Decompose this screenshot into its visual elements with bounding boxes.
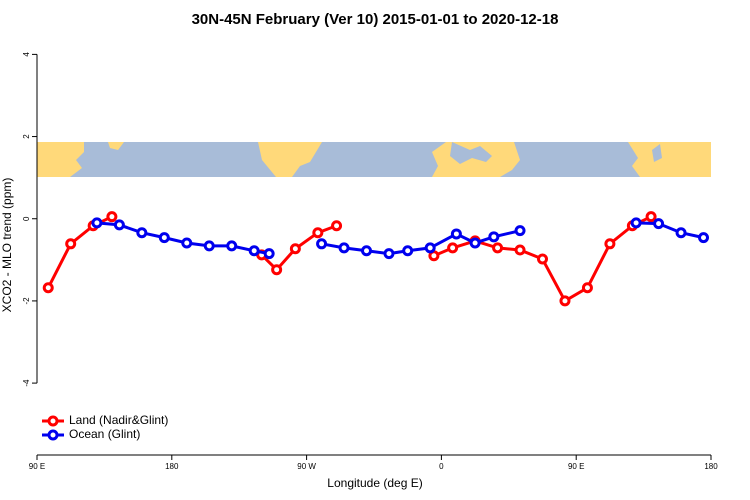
data-point (289, 243, 301, 255)
data-point (645, 211, 657, 223)
legend-marker (47, 415, 59, 427)
data-point (488, 231, 500, 243)
data-point (113, 219, 125, 231)
data-point (226, 240, 238, 252)
data-point (248, 245, 260, 257)
data-point (514, 225, 526, 237)
data-point (698, 232, 710, 244)
map-band (37, 142, 711, 177)
y-tick-label: 4 (22, 52, 31, 57)
y-tick-label: -2 (22, 297, 31, 305)
data-point (402, 245, 414, 257)
data-point (331, 220, 343, 232)
data-point (653, 218, 665, 230)
data-point (271, 264, 283, 276)
data-point (181, 237, 193, 249)
legend-marker (47, 429, 59, 441)
data-point (65, 238, 77, 250)
data-point (559, 295, 571, 307)
data-point (424, 242, 436, 254)
y-tick-label: 2 (22, 134, 31, 139)
data-point (203, 240, 215, 252)
data-point (492, 242, 504, 254)
data-point (158, 232, 170, 244)
x-tick-label: 180 (704, 462, 718, 471)
data-point (450, 228, 462, 240)
data-point (604, 238, 616, 250)
y-tick-label: 0 (22, 216, 31, 221)
data-point (383, 248, 395, 260)
chart-title: 30N-45N February (Ver 10) 2015-01-01 to … (192, 11, 559, 28)
data-point (91, 217, 103, 229)
data-point (136, 227, 148, 239)
data-point (581, 282, 593, 294)
data-point (630, 217, 642, 229)
x-tick-label: 0 (439, 462, 444, 471)
x-tick-label: 90 E (29, 462, 45, 471)
data-point (263, 248, 275, 260)
data-point (675, 227, 687, 239)
y-tick-label: -4 (22, 379, 31, 387)
y-axis-label: XCO2 - MLO trend (ppm) (0, 178, 14, 313)
data-point (316, 238, 328, 250)
x-tick-label: 90 W (297, 462, 316, 471)
data-point (106, 211, 118, 223)
legend-label: Ocean (Glint) (69, 427, 140, 441)
data-point (537, 253, 548, 265)
x-tick-label: 180 (165, 462, 179, 471)
data-point (42, 282, 54, 294)
data-point (361, 245, 373, 257)
data-point (338, 242, 350, 254)
x-tick-label: 90 E (568, 462, 584, 471)
legend-label: Land (Nadir&Glint) (69, 413, 168, 427)
data-point (312, 227, 324, 239)
data-point (469, 237, 481, 249)
x-axis-label: Longitude (deg E) (327, 476, 422, 490)
data-point (514, 244, 526, 256)
data-point (447, 242, 459, 254)
